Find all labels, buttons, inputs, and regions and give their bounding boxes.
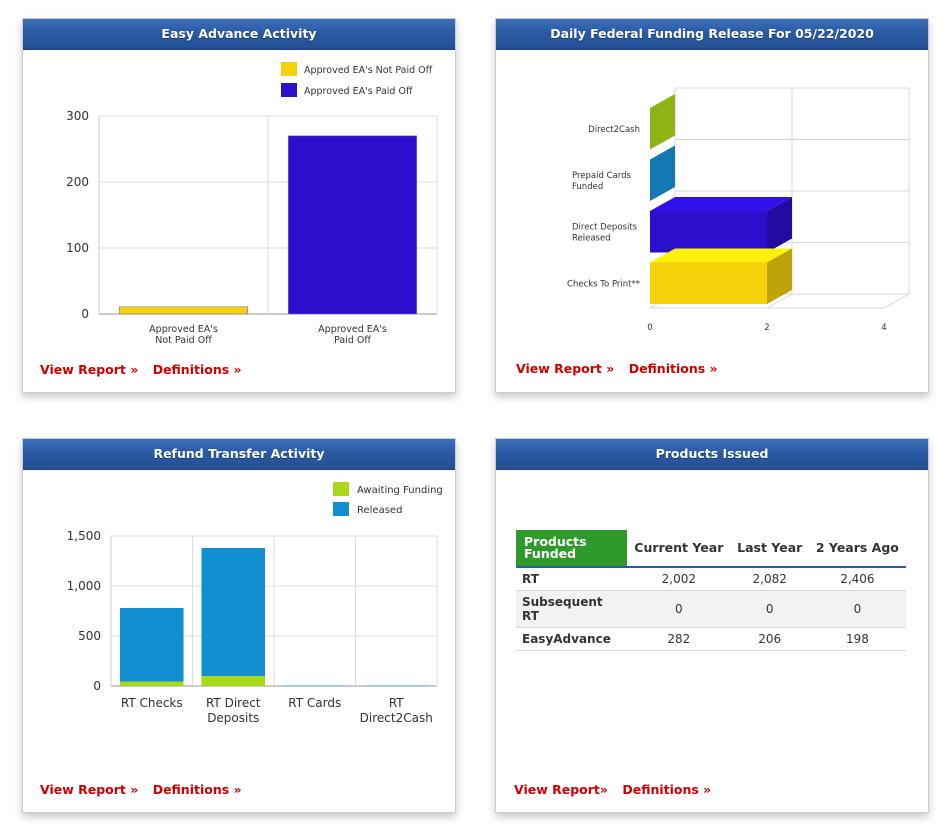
x-tick-label: 2 [764,323,769,333]
products-issued-title: Products Issued [496,439,928,470]
easy-advance-panel: Easy Advance Activity Approved EA's Not … [22,18,456,393]
y-tick-label: Checks To Print** [567,279,640,289]
column-header: Current Year [627,530,731,568]
bar-segment [119,608,184,682]
table-row: EasyAdvance 282 206 198 [516,627,906,651]
table-cell: 2,082 [730,567,809,591]
legend-label: Approved EA's Paid Off [304,86,413,97]
bar-top [650,248,792,263]
legend-swatch [281,62,297,76]
gridline [883,293,910,309]
bar-segment [364,685,429,686]
table-row: Subsequent RT 0 0 0 [516,590,906,628]
definitions-link[interactable]: Definitions » [628,361,718,376]
gridline [766,293,793,309]
bar-segment [201,676,266,686]
x-tick-label: Approved EA's [318,324,387,335]
legend-label: Released [357,505,402,516]
table-cell: 198 [808,627,906,651]
bar [118,306,249,315]
bar [650,262,767,304]
x-tick-label: Paid Off [334,335,371,346]
daily-federal-title: Daily Federal Funding Release For 05/22/… [496,19,928,50]
y-tick-label: 300 [66,109,89,123]
row-label: EasyAdvance [516,627,627,651]
legend-label: Awaiting Funding [357,485,443,496]
bar-segment [119,681,184,686]
x-tick-label: Not Paid Off [155,335,212,346]
y-tick-label: 0 [93,679,101,693]
y-tick-label: Direct2Cash [588,125,640,135]
x-tick-label: Direct2Cash [360,711,433,725]
x-tick-label: RT Checks [121,696,183,710]
products-table-header: Products Funded Current Year Last Year 2… [516,530,906,568]
bar [650,145,675,201]
x-tick-label: RT Direct [206,696,261,710]
x-tick-label: Approved EA's [149,324,218,335]
legend-swatch [333,502,349,516]
daily-federal-panel: Daily Federal Funding Release For 05/22/… [495,18,929,393]
refund-transfer-panel: Refund Transfer Activity Awaiting Fundin… [22,438,456,813]
legend-label: Approved EA's Not Paid Off [304,65,433,76]
products-table: Products Funded Current Year Last Year 2… [516,530,906,651]
bar-side [767,248,792,304]
definitions-link[interactable]: Definitions » [152,782,242,797]
row-label: RT [516,567,627,591]
y-tick-label: 500 [78,629,101,643]
easy-advance-links: View Report » Definitions » [40,362,242,377]
refund-transfer-links: View Report » Definitions » [40,782,242,797]
y-tick-label: 200 [66,175,89,189]
y-tick-label: Funded [572,182,603,192]
x-tick-label: Deposits [207,711,259,725]
y-tick-label: 100 [66,241,89,255]
daily-federal-links: View Report » Definitions » [516,361,718,376]
table-cell: 0 [808,590,906,628]
table-cell: 282 [627,627,731,651]
products-issued-panel: Products Issued Products Funded Current … [495,438,929,813]
column-header: 2 Years Ago [808,530,906,568]
legend-swatch [333,482,349,496]
y-tick-label: 1,500 [67,529,101,543]
table-cell: 2,002 [627,567,731,591]
table-cell: 0 [627,590,731,628]
bar [650,211,767,253]
column-header: Last Year [730,530,809,568]
view-report-link[interactable]: View Report» [514,782,608,797]
table-cell: 206 [730,627,809,651]
easy-advance-chart: Approved EA's Not Paid Off Approved EA's … [66,62,438,346]
x-tick-label: RT [389,696,404,710]
column-header: Products Funded [516,530,627,568]
x-tick-label: RT Cards [288,696,341,710]
y-tick-label: Released [572,233,611,243]
definitions-link[interactable]: Definitions » [622,782,712,797]
bar-segment [201,548,266,676]
view-report-link[interactable]: View Report » [40,782,139,797]
row-label: Subsequent RT [516,590,627,628]
y-tick-label: 0 [81,307,89,321]
x-tick-label: 4 [881,323,886,333]
view-report-link[interactable]: View Report » [40,362,139,377]
y-tick-label: Prepaid Cards [572,171,631,181]
products-issued-links: View Report» Definitions » [514,782,711,797]
bar [287,135,418,315]
bar [650,94,675,150]
legend-swatch [281,83,297,97]
bar-top [650,197,792,211]
y-tick-label: Direct Deposits [572,222,638,232]
view-report-link[interactable]: View Report » [516,361,615,376]
x-tick-label: 0 [647,323,652,333]
table-cell: 0 [730,590,809,628]
easy-advance-title: Easy Advance Activity [23,19,455,50]
refund-transfer-title: Refund Transfer Activity [23,439,455,470]
y-tick-label: 1,000 [67,579,101,593]
refund-transfer-chart: Awaiting Funding Released 0 500 1,000 1,500 RT… [67,482,443,725]
definitions-link[interactable]: Definitions » [152,362,242,377]
bar-segment [282,685,347,686]
table-cell: 2,406 [808,567,906,591]
table-row: RT 2,002 2,082 2,406 [516,567,906,591]
bar-side [767,197,792,253]
